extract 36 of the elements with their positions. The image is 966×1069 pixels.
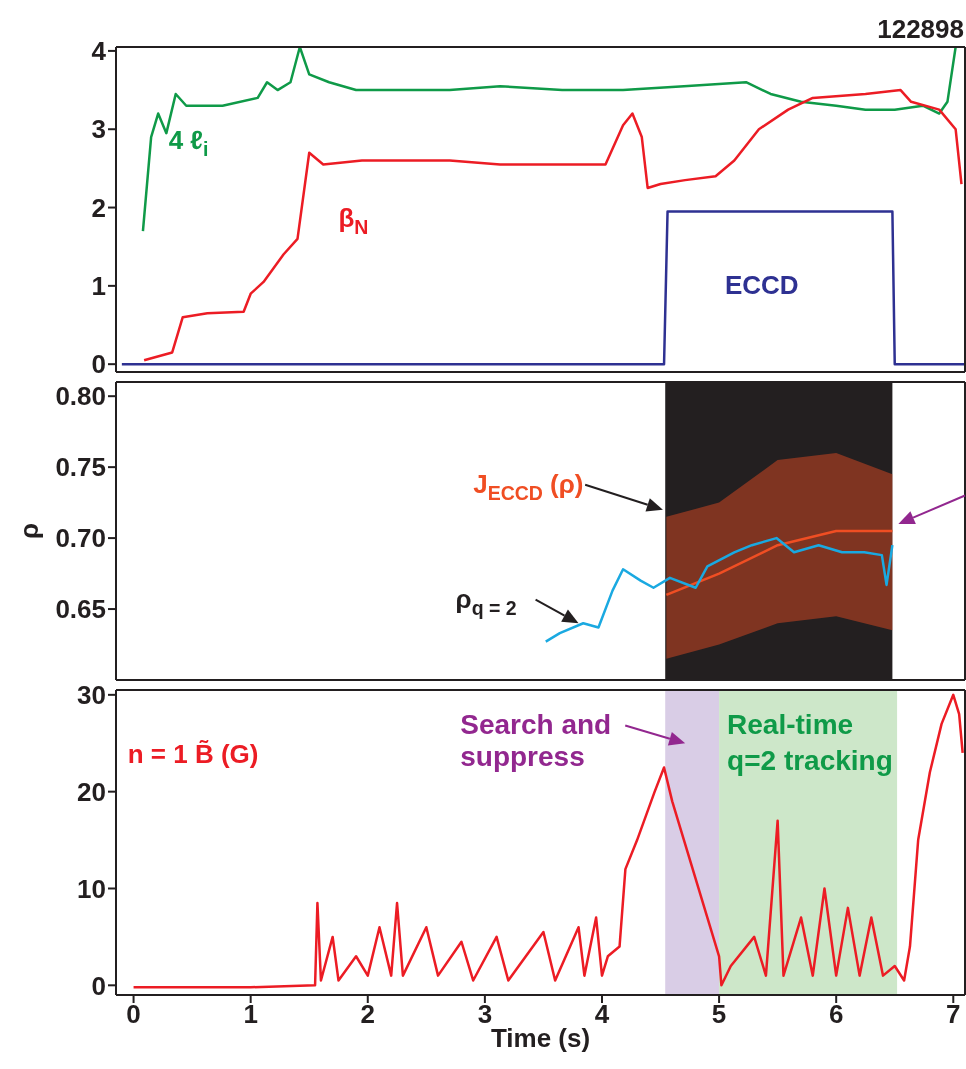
y-tick-label: 10 — [77, 873, 106, 904]
x-tick-label: 4 — [594, 999, 610, 1030]
y-tick-label: 0.80 — [55, 381, 106, 412]
x-tick-label: 1 — [243, 999, 258, 1030]
y-tick-label: 1 — [91, 271, 106, 302]
y-tick-label: 0.65 — [55, 594, 106, 625]
x-tick-label: 7 — [946, 999, 961, 1030]
y-tick-label: 30 — [77, 680, 106, 711]
line-series — [665, 529, 894, 597]
line-series — [142, 88, 963, 362]
x-tick-label: 3 — [477, 999, 493, 1030]
y-tick-label: 0.70 — [55, 523, 106, 554]
band-label: Real-time q=2 tracking — [727, 708, 893, 776]
y-tick-label: 3 — [91, 114, 106, 145]
y-axis-title: ρ — [14, 522, 44, 540]
x-tick-label: 2 — [360, 999, 376, 1030]
line-series — [544, 536, 894, 643]
y-tick-label: 20 — [77, 776, 106, 807]
text: 122898 — [877, 14, 964, 44]
series-label: 4 ℓ$_{i}$ — [168, 124, 209, 160]
x-axis-title: Time (s) — [490, 1023, 591, 1053]
text: ECCD — [724, 269, 799, 300]
y-tick-label: 2 — [91, 192, 106, 223]
series-label: β$_{N}$ — [338, 203, 369, 239]
x-tick-label: 6 — [828, 999, 844, 1030]
text: J$_{ECCD}$ (ρ) — [473, 468, 584, 504]
y-tick-label: 4 — [91, 36, 107, 67]
y-tick-label: 0.75 — [55, 452, 106, 483]
x-tick-label: 5 — [711, 999, 727, 1030]
band-label: Search and suppress — [460, 708, 612, 772]
y-tick-label: 0 — [91, 349, 106, 380]
series-label: ρ$_{q = 2}$ — [455, 583, 517, 619]
line-series — [141, 47, 957, 233]
text: n = 1 B̃ (G) — [127, 738, 259, 769]
y-tick-label: 0 — [91, 970, 106, 1001]
x-tick-label: 0 — [126, 999, 141, 1030]
